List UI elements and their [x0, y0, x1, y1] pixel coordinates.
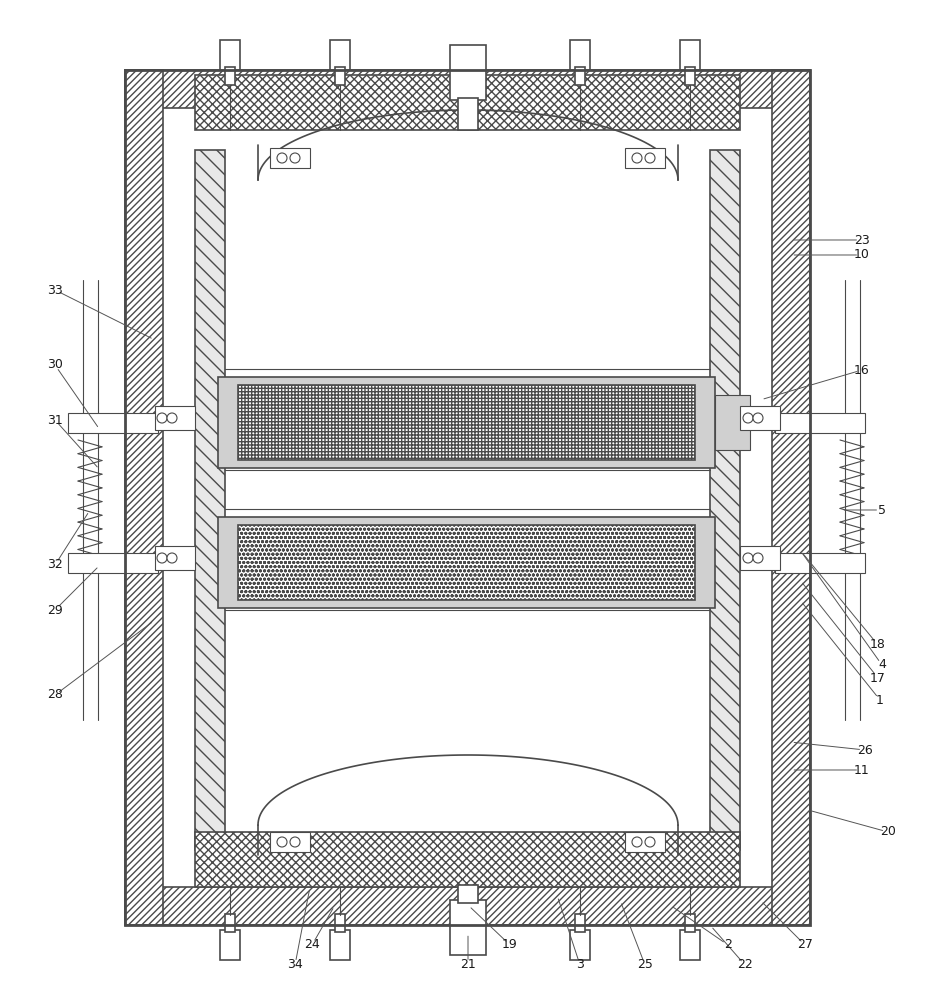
- Bar: [220, 40, 240, 70]
- Text: 21: 21: [460, 958, 475, 971]
- Bar: [253, 395, 287, 450]
- Bar: [238, 385, 695, 460]
- Bar: [68, 553, 158, 573]
- Text: 4: 4: [877, 658, 885, 672]
- Bar: [124, 70, 163, 925]
- Bar: [225, 914, 235, 932]
- Circle shape: [157, 413, 167, 423]
- Bar: [709, 150, 739, 850]
- Text: 25: 25: [636, 958, 652, 971]
- Text: 10: 10: [853, 248, 869, 261]
- Bar: [458, 98, 477, 130]
- Bar: [739, 546, 779, 570]
- Circle shape: [742, 553, 753, 563]
- Bar: [195, 150, 225, 850]
- Bar: [195, 832, 739, 887]
- Bar: [195, 75, 739, 130]
- Bar: [771, 70, 809, 925]
- Text: 17: 17: [870, 672, 885, 684]
- Circle shape: [289, 837, 300, 847]
- Bar: [575, 914, 584, 932]
- Circle shape: [644, 837, 654, 847]
- Bar: [449, 900, 486, 955]
- Text: 24: 24: [304, 938, 319, 951]
- Bar: [335, 67, 344, 85]
- Text: 23: 23: [854, 233, 869, 246]
- Bar: [335, 914, 344, 932]
- Circle shape: [742, 413, 753, 423]
- Bar: [124, 887, 809, 925]
- Bar: [575, 67, 584, 85]
- Circle shape: [631, 153, 641, 163]
- Bar: [154, 406, 195, 430]
- Text: 11: 11: [854, 764, 869, 776]
- Text: 33: 33: [47, 284, 63, 296]
- Bar: [154, 546, 195, 570]
- Bar: [684, 914, 695, 932]
- Text: 22: 22: [737, 958, 752, 971]
- Bar: [774, 413, 864, 433]
- Text: 16: 16: [854, 363, 869, 376]
- Circle shape: [753, 553, 762, 563]
- Bar: [624, 148, 665, 168]
- Circle shape: [277, 837, 286, 847]
- Text: 32: 32: [47, 558, 63, 572]
- Text: 30: 30: [47, 359, 63, 371]
- Bar: [739, 406, 779, 430]
- Bar: [624, 832, 665, 852]
- Bar: [68, 413, 158, 433]
- Circle shape: [167, 553, 177, 563]
- Text: 26: 26: [856, 743, 872, 756]
- Text: 31: 31: [47, 414, 63, 426]
- Circle shape: [277, 153, 286, 163]
- Text: 18: 18: [870, 638, 885, 652]
- Bar: [238, 525, 695, 600]
- Bar: [270, 148, 310, 168]
- Bar: [569, 930, 590, 960]
- Bar: [569, 40, 590, 70]
- Circle shape: [289, 153, 300, 163]
- Bar: [270, 832, 310, 852]
- Bar: [714, 395, 749, 450]
- Text: 20: 20: [879, 825, 895, 838]
- Circle shape: [631, 837, 641, 847]
- Bar: [218, 377, 714, 468]
- Circle shape: [167, 413, 177, 423]
- Bar: [225, 67, 235, 85]
- Circle shape: [644, 153, 654, 163]
- Bar: [220, 930, 240, 960]
- Bar: [774, 553, 864, 573]
- Bar: [458, 885, 477, 903]
- Bar: [684, 67, 695, 85]
- Bar: [329, 40, 350, 70]
- Text: 1: 1: [875, 694, 883, 706]
- Bar: [124, 70, 809, 925]
- Text: 27: 27: [797, 938, 812, 951]
- Bar: [329, 930, 350, 960]
- Text: 3: 3: [576, 958, 583, 971]
- Text: 29: 29: [47, 603, 63, 616]
- Bar: [680, 40, 699, 70]
- Circle shape: [157, 553, 167, 563]
- Bar: [218, 517, 714, 608]
- Bar: [449, 45, 486, 100]
- Bar: [680, 930, 699, 960]
- Text: 5: 5: [877, 504, 885, 516]
- Text: 19: 19: [502, 938, 518, 951]
- Text: 34: 34: [286, 958, 302, 971]
- Text: 2: 2: [724, 938, 731, 951]
- Circle shape: [753, 413, 762, 423]
- Bar: [124, 70, 809, 108]
- Text: 28: 28: [47, 688, 63, 702]
